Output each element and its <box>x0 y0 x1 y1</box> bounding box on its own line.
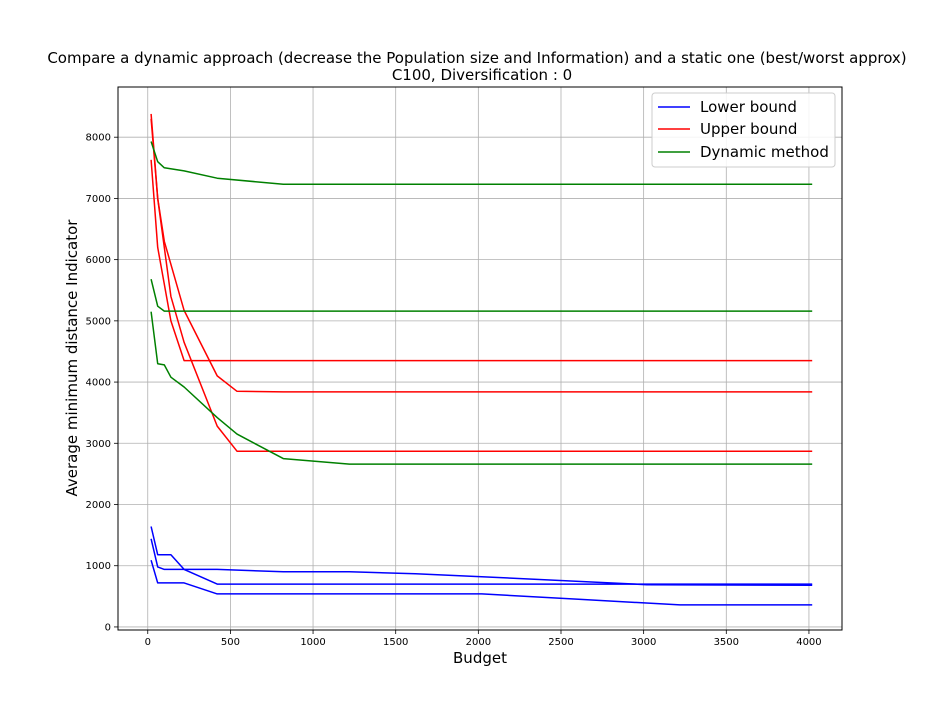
y-tick-label: 0 <box>105 622 111 633</box>
y-tick-label: 6000 <box>86 255 111 266</box>
legend-label-upper-bound: Upper bound <box>700 120 797 138</box>
y-tick-label: 8000 <box>86 133 111 144</box>
y-tick-label: 3000 <box>86 439 111 450</box>
series-line-upper-bound <box>150 159 813 362</box>
series-lines <box>150 113 813 606</box>
legend-label-lower-bound: Lower bound <box>700 98 797 116</box>
x-tick-label: 2500 <box>548 637 573 648</box>
series-line-dynamic-method <box>150 141 813 186</box>
y-tick-label: 5000 <box>86 316 111 327</box>
series-line-dynamic-method <box>150 311 813 465</box>
grid <box>118 87 842 630</box>
series-line-upper-bound <box>150 118 813 452</box>
chart-subtitle: C100, Diversification : 0 <box>392 66 572 84</box>
y-tick-label: 2000 <box>86 500 111 511</box>
series-line-lower-bound <box>150 526 813 587</box>
series-line-lower-bound <box>150 559 813 606</box>
x-tick-label: 1000 <box>300 637 325 648</box>
x-axis-ticks: 0 500 1000 1500 2000 2500 3000 3500 4000 <box>145 630 822 648</box>
x-tick-label: 3500 <box>714 637 739 648</box>
legend-box <box>651 92 836 168</box>
x-tick-label: 4000 <box>796 637 821 648</box>
y-tick-label: 7000 <box>86 194 111 205</box>
series-line-dynamic-method <box>150 279 813 312</box>
chart-title: Compare a dynamic approach (decrease the… <box>47 49 906 67</box>
series-line-lower-bound <box>150 538 813 585</box>
x-tick-label: 0 <box>145 637 151 648</box>
x-tick-label: 1500 <box>383 637 408 648</box>
y-tick-label: 1000 <box>86 561 111 572</box>
x-axis-label: Budget <box>453 649 507 667</box>
y-axis-ticks: 0 1000 2000 3000 4000 5000 6000 7000 8000 <box>86 133 118 633</box>
y-tick-label: 4000 <box>86 378 111 389</box>
x-tick-label: 2000 <box>466 637 491 648</box>
plot-frame <box>117 86 843 631</box>
y-axis-label: Average minimum distance Indicator <box>63 219 81 497</box>
legend-label-dynamic-method: Dynamic method <box>700 143 829 161</box>
x-tick-label: 3000 <box>631 637 656 648</box>
legend: Lower bound Upper bound Dynamic method <box>651 92 836 168</box>
x-tick-label: 500 <box>221 637 240 648</box>
